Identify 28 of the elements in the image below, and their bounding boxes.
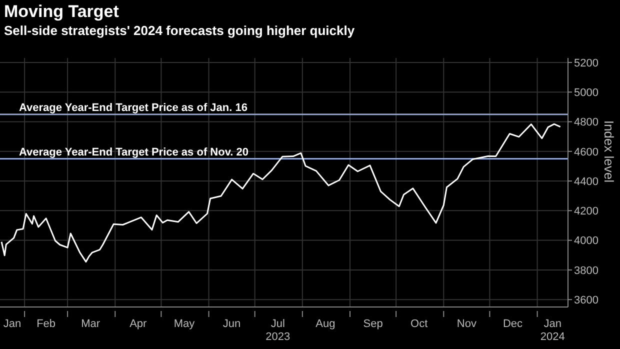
y-tick-label: 4000 — [574, 235, 598, 248]
y-tick-label: 3600 — [574, 294, 598, 306]
x-tick-label: Feb — [36, 318, 56, 330]
chart-subtitle: Sell-side strategists' 2024 forecasts going higher quickly — [4, 23, 355, 38]
x-tick-label: Aug — [316, 318, 336, 330]
y-tick-label: 5000 — [574, 86, 598, 99]
y-tick-label: 3800 — [574, 264, 598, 277]
x-tick-label: Mar — [81, 318, 100, 330]
ref-line-label: Average Year-End Target Price as of Nov. 20 — [19, 146, 248, 159]
y-tick-label: 4200 — [574, 206, 598, 218]
y-tick-label: 4800 — [574, 116, 598, 129]
y-tick-label: 4400 — [574, 176, 598, 188]
line-series — [0, 123, 562, 263]
y-tick-label: 5200 — [574, 57, 598, 70]
x-tick-label: Jun — [222, 318, 241, 330]
ref-line-label: Average Year-End Target Price as of Jan. 16 — [19, 102, 248, 114]
y-axis-title: Index level — [601, 120, 616, 183]
y-tick-label: 4600 — [574, 146, 598, 158]
x-tick-label: Jan — [3, 318, 22, 330]
x-tick-label: Oct — [410, 318, 428, 330]
x-tick-label: Dec — [502, 318, 524, 330]
x-tick-label: Apr — [130, 318, 148, 330]
x-tick-label: Nov — [456, 318, 477, 330]
x-tick-label: Sep — [363, 318, 383, 330]
x-tick-label: Jul 2023 — [266, 318, 290, 343]
x-tick-label: May — [174, 318, 196, 330]
x-tick-label: Jan 2024 — [540, 318, 565, 343]
chart-title: Moving Target — [4, 2, 119, 22]
